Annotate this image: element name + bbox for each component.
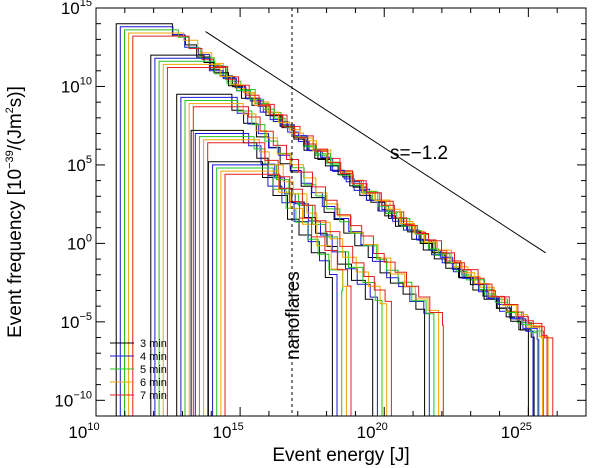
curve-layer — [115, 23, 554, 416]
series-curve-5-min — [184, 100, 435, 416]
series-curve-7-min — [192, 106, 444, 416]
series-curve-7-min — [224, 173, 352, 416]
y-tick-label: 105 — [67, 154, 92, 175]
axes-frame — [95, 7, 587, 417]
nanoflares-label: nanoflares — [283, 271, 304, 360]
series-curve-6-min — [188, 103, 440, 416]
legend-label: 6 min — [140, 377, 167, 389]
x-tick-label: 1020 — [357, 421, 388, 442]
x-tick-label: 1015 — [213, 421, 244, 442]
y-tick-label: 1010 — [61, 75, 92, 96]
tick-labels: 1010 1015 1020 1025 1015 1010 105 100 10−5 10−10 — [54, 0, 532, 442]
series-curve-4-min — [119, 26, 540, 416]
legend-label: 3 min — [140, 338, 167, 350]
axis-ticks — [95, 7, 587, 417]
series-curve-5-min — [158, 60, 539, 416]
slope-reference-line — [205, 31, 546, 254]
y-tick-label: 1015 — [61, 0, 92, 18]
series-curve-6-min — [220, 170, 347, 416]
y-tick-label: 10−5 — [61, 311, 92, 332]
y-axis-title-tail: /(Jm — [5, 113, 26, 150]
series-curve-5-min — [124, 29, 544, 416]
y-axis-title-main: Event frequency [10 — [5, 169, 26, 338]
series-curve-7-min — [207, 142, 392, 416]
series-curve-7-min — [166, 67, 548, 416]
y-axis-title-end: s)] — [5, 86, 26, 107]
series-curve-3-min — [207, 161, 333, 416]
x-tick-label: 1025 — [501, 421, 532, 442]
series-curve-4-min — [154, 57, 534, 416]
legend-label: 7 min — [140, 390, 167, 402]
slope-label: s=−1.2 — [390, 143, 448, 164]
y-tick-label: 100 — [67, 232, 92, 253]
legend-label: 4 min — [140, 351, 167, 363]
y-tick-label: 10−10 — [54, 389, 92, 410]
series-curve-4-min — [212, 164, 338, 416]
series-curve-6-min — [203, 139, 388, 416]
x-axis-title: Event energy [J] — [272, 445, 409, 466]
legend-label: 5 min — [140, 364, 167, 376]
plot-frame — [95, 7, 587, 417]
y-axis-title-exp2: 2 — [4, 107, 16, 113]
series-curve-3-min — [176, 93, 426, 416]
y-axis-title: Event frequency [10−39/(Jm2s)] — [4, 86, 26, 338]
series-curve-4-min — [194, 133, 378, 416]
y-axis-title-exp: −39 — [4, 150, 16, 169]
x-tick-label: 1010 — [68, 421, 99, 442]
annotation-lines — [205, 8, 546, 416]
